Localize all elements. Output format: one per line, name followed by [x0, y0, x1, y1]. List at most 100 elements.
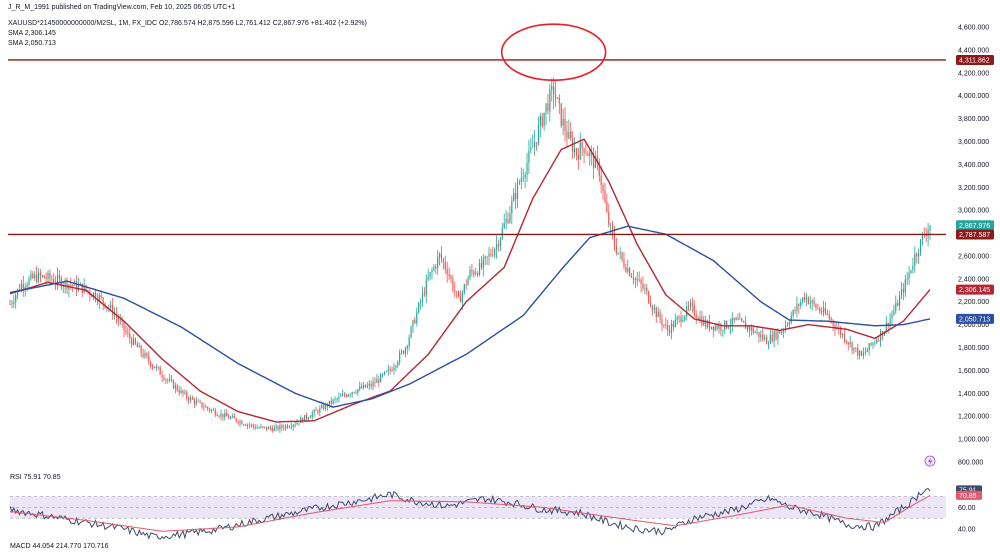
candle: [570, 122, 572, 142]
candle: [860, 350, 863, 357]
candle: [400, 348, 403, 355]
candle: [625, 264, 627, 273]
candle: [243, 423, 245, 427]
candle: [606, 193, 608, 214]
candle: [792, 309, 794, 319]
candle: [895, 295, 897, 315]
candle: [591, 145, 593, 166]
candle: [418, 301, 420, 314]
candle: [233, 413, 235, 419]
candle: [438, 252, 441, 266]
candle: [9, 299, 11, 306]
candle: [912, 257, 914, 274]
candle: [309, 415, 311, 419]
candle: [189, 394, 192, 403]
candle: [357, 388, 359, 396]
candle: [769, 329, 771, 345]
candle: [34, 271, 36, 282]
candle: [387, 364, 389, 376]
candle: [581, 140, 583, 157]
candle: [583, 147, 585, 164]
candle: [843, 329, 846, 344]
candle: [686, 301, 688, 321]
sma-slow-line: [9, 225, 931, 408]
candle: [326, 402, 329, 411]
candle: [503, 213, 505, 229]
candle: [161, 370, 163, 383]
candle: [302, 417, 304, 423]
candle: [142, 348, 144, 359]
candle: [826, 309, 828, 316]
candle: [619, 246, 621, 260]
candle: [684, 315, 686, 322]
rsi-badge-label: 75.91: [959, 487, 977, 494]
candle: [271, 425, 273, 433]
candle: [668, 325, 671, 336]
sma-slow-legend: SMA 2,050.713: [8, 40, 56, 47]
candle: [651, 304, 654, 316]
candle: [904, 274, 906, 298]
candle: [674, 313, 676, 328]
price-tick-label: 3,200.000: [958, 185, 989, 192]
candle: [241, 419, 243, 425]
candle: [258, 426, 260, 429]
candle: [707, 319, 709, 329]
candle: [560, 103, 562, 129]
candle: [821, 307, 823, 316]
candle: [58, 269, 61, 284]
candle: [252, 423, 254, 430]
candle: [26, 281, 28, 292]
candle: [151, 363, 154, 370]
candle: [762, 328, 764, 342]
candle: [564, 107, 566, 142]
candle: [319, 405, 321, 417]
candle: [832, 319, 834, 332]
candle: [247, 423, 249, 429]
candle: [214, 408, 216, 418]
candle: [340, 393, 342, 397]
candle: [383, 371, 386, 376]
candle: [169, 373, 171, 383]
candle: [520, 167, 522, 190]
candle: [226, 409, 228, 417]
candle: [376, 374, 378, 384]
candle: [680, 310, 682, 328]
candle: [916, 252, 918, 264]
candle: [296, 419, 298, 425]
candle: [237, 420, 239, 426]
candle: [362, 381, 365, 390]
candle: [528, 139, 530, 174]
candle: [391, 366, 393, 372]
candle: [729, 318, 732, 335]
candle: [410, 325, 412, 339]
candle: [497, 240, 500, 252]
candle: [859, 349, 861, 360]
candle: [644, 283, 646, 295]
price-badges: 4,311.862 2,867.976 2,787.587 2,306.145 2,05…: [956, 54, 994, 324]
candle: [773, 328, 775, 348]
candle: [807, 296, 809, 305]
candle: [345, 393, 348, 398]
candle: [699, 310, 701, 324]
candle: [908, 265, 910, 285]
candle: [448, 267, 450, 280]
candle: [615, 237, 617, 256]
candle: [486, 256, 488, 265]
candle: [526, 152, 528, 183]
candle: [201, 402, 203, 409]
candle: [39, 268, 42, 283]
candle: [207, 406, 209, 411]
price-tick-label: 4,600.000: [958, 25, 989, 32]
candle: [887, 322, 889, 334]
candle: [36, 266, 38, 284]
candle: [452, 274, 454, 293]
candle: [642, 276, 644, 292]
candle: [767, 340, 770, 350]
candle: [269, 425, 272, 431]
candle: [906, 271, 908, 286]
candle: [372, 377, 374, 391]
candle: [218, 414, 220, 419]
